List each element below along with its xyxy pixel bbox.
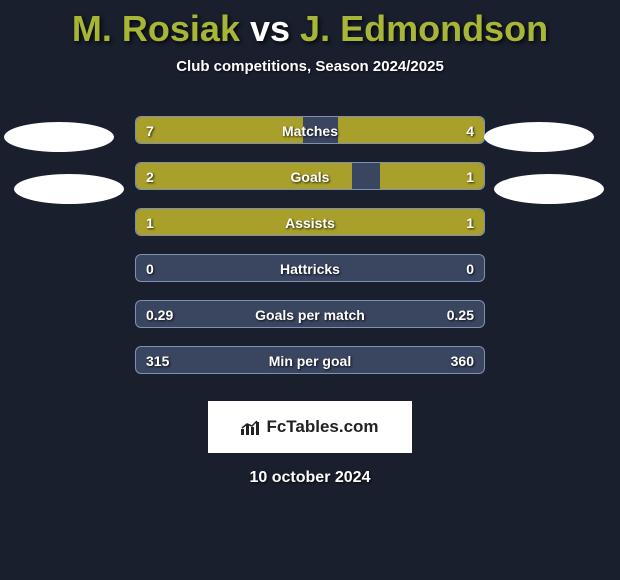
stat-bar: 0.290.25Goals per match	[135, 300, 485, 328]
stat-bar: 74Matches	[135, 116, 485, 144]
stat-label: Goals	[136, 163, 484, 190]
subtitle: Club competitions, Season 2024/2025	[0, 58, 620, 75]
site-attribution: FcTables.com	[208, 401, 412, 453]
stat-row: 0.290.25Goals per match	[0, 291, 620, 337]
player2-name: J. Edmondson	[300, 8, 548, 49]
right-player-ellipse	[494, 174, 604, 204]
stat-label: Hattricks	[136, 255, 484, 282]
stat-row: 00Hattricks	[0, 245, 620, 291]
stat-bar: 315360Min per goal	[135, 346, 485, 374]
stat-label: Assists	[136, 209, 484, 236]
chart-icon	[241, 419, 261, 435]
stat-label: Min per goal	[136, 347, 484, 374]
right-player-ellipse	[484, 122, 594, 152]
stat-bar: 00Hattricks	[135, 254, 485, 282]
stat-row: 11Assists	[0, 199, 620, 245]
stat-label: Goals per match	[136, 301, 484, 328]
stat-label: Matches	[136, 117, 484, 144]
vs-label: vs	[250, 8, 290, 49]
stat-bar: 11Assists	[135, 208, 485, 236]
comparison-title: M. Rosiak vs J. Edmondson	[0, 0, 620, 50]
stat-row: 315360Min per goal	[0, 337, 620, 383]
stat-bar: 21Goals	[135, 162, 485, 190]
player1-name: M. Rosiak	[72, 8, 240, 49]
left-player-ellipse	[14, 174, 124, 204]
date-label: 10 october 2024	[0, 469, 620, 487]
left-player-ellipse	[4, 122, 114, 152]
site-name: FcTables.com	[266, 417, 378, 437]
